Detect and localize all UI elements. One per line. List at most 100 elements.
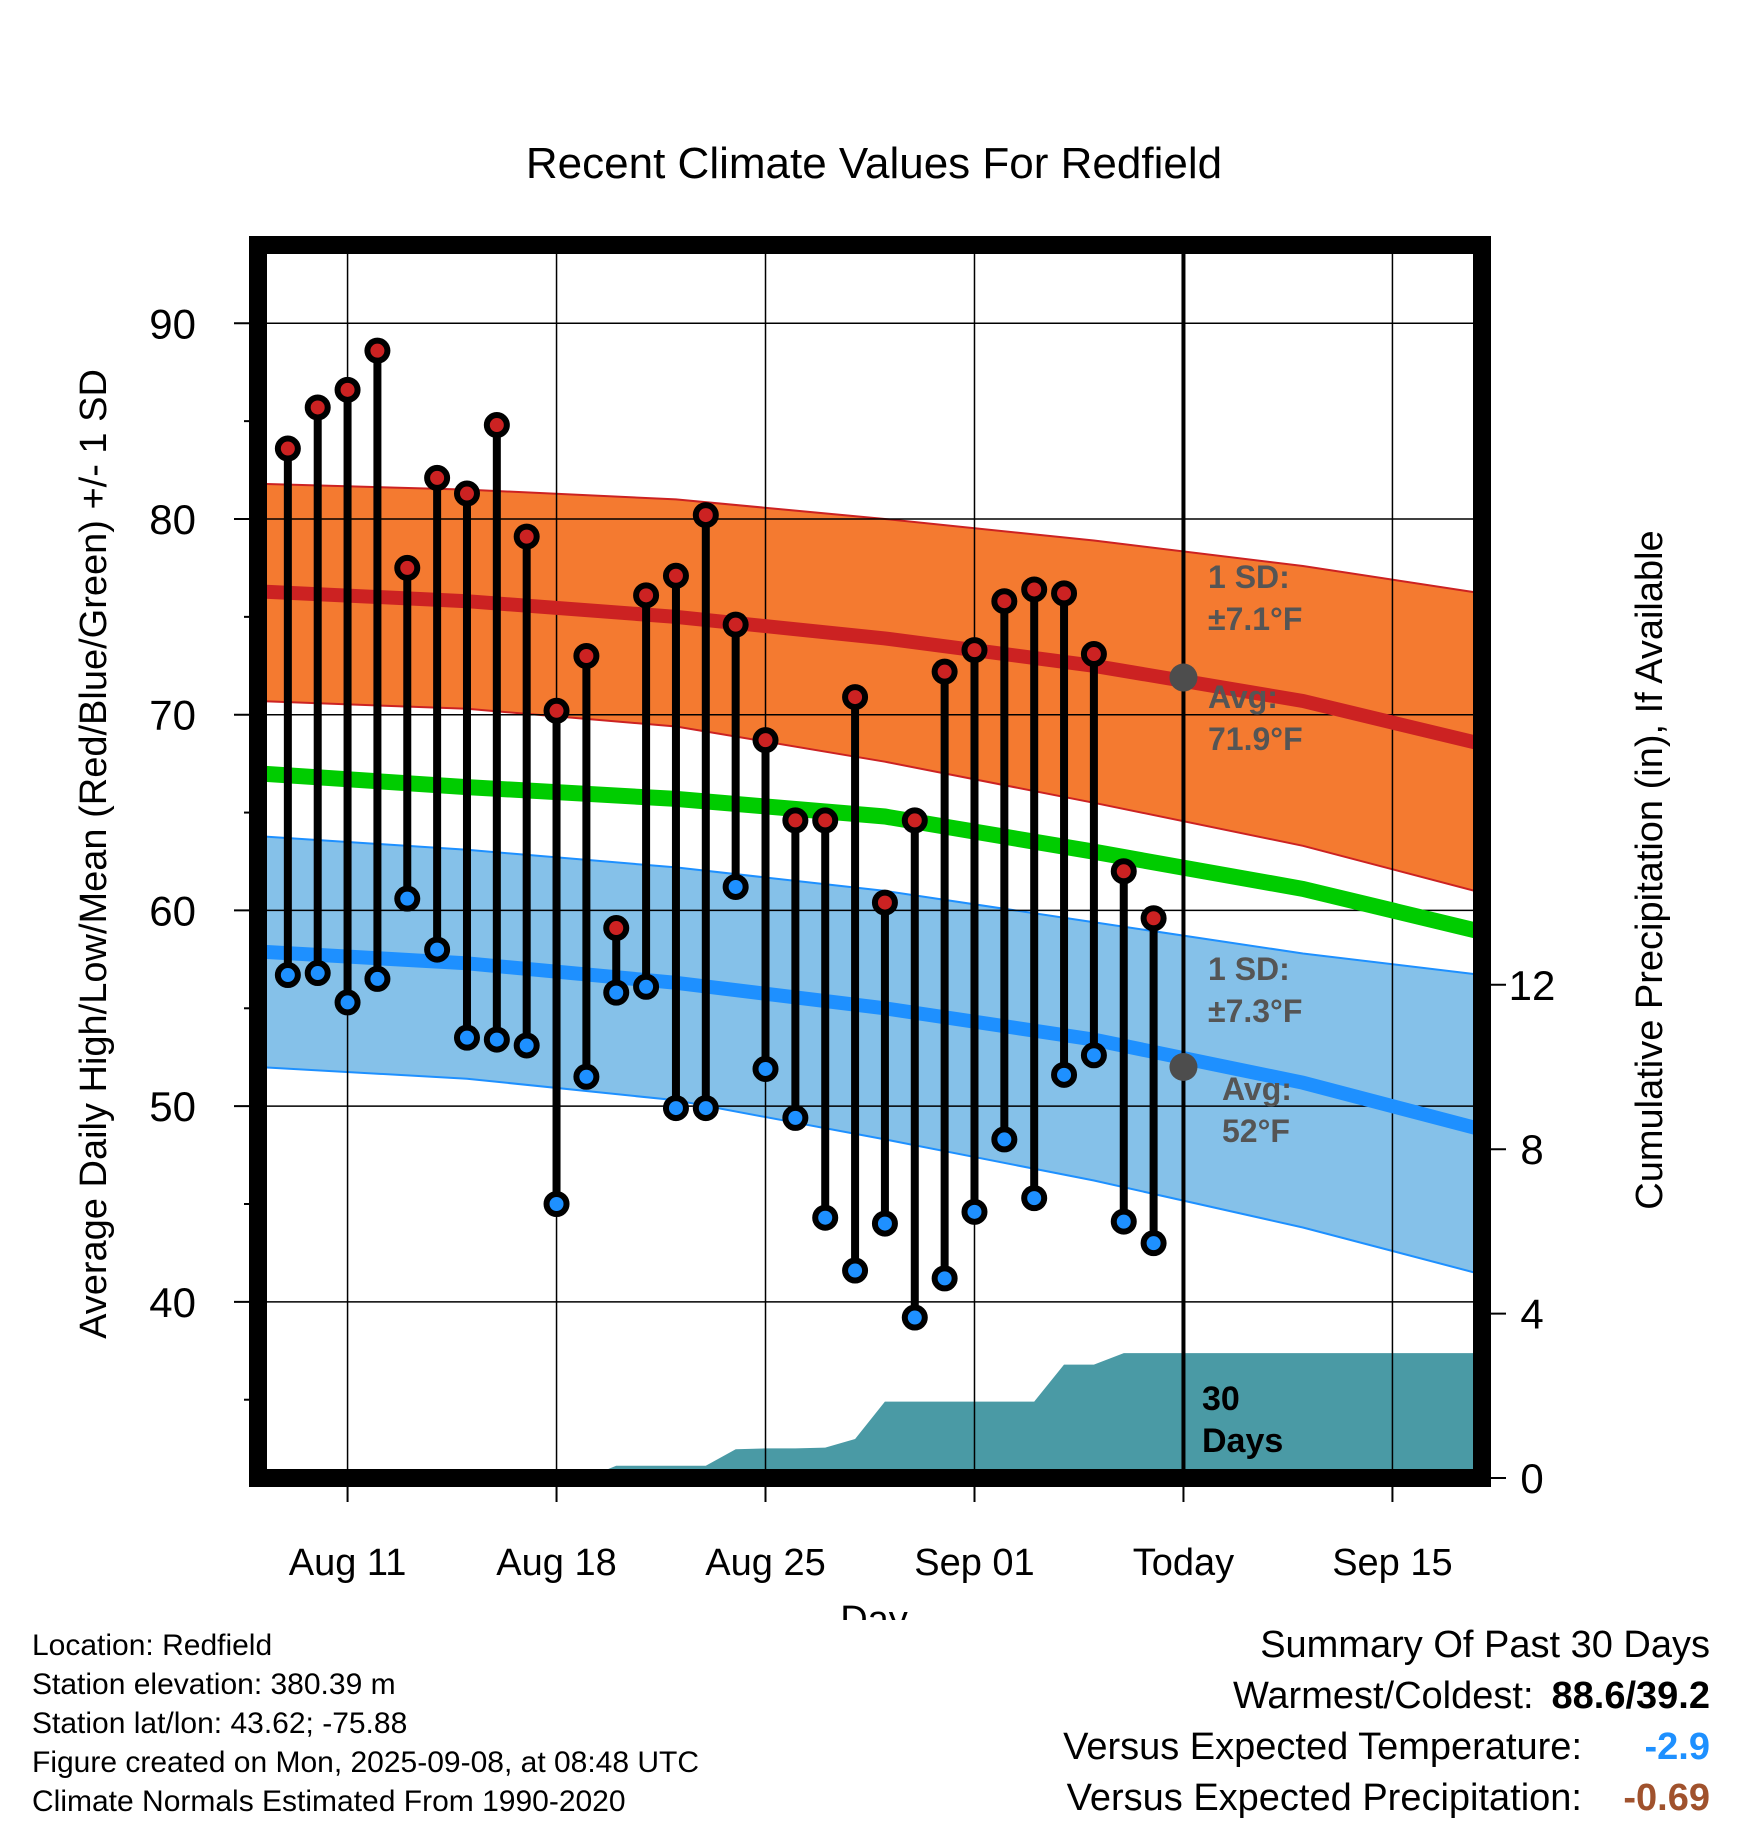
plot-frame — [249, 236, 1491, 1487]
daily-low-point — [782, 1104, 809, 1131]
warmest-value: 88.6/39.2 — [1551, 1675, 1710, 1717]
low-avg-label: Avg: — [1222, 1071, 1292, 1107]
daily-high-point — [1140, 905, 1167, 932]
daily-high-point — [812, 807, 839, 834]
daily-low-point — [573, 1063, 600, 1090]
y-tick-label: 50 — [149, 1083, 196, 1130]
low-sd-value: ±7.3°F — [1208, 993, 1302, 1029]
x-tick-label: Sep 15 — [1332, 1542, 1452, 1584]
chart-title: Recent Climate Values For Redfield — [526, 139, 1222, 188]
x-tick-label: Aug 25 — [705, 1542, 825, 1584]
normals-text: Climate Normals Estimated From 1990-2020 — [32, 1785, 626, 1818]
y2-tick-label: 8 — [1520, 1126, 1543, 1173]
daily-low-point — [633, 973, 660, 1000]
daily-high-point — [782, 807, 809, 834]
location-text: Location: Redfield — [32, 1629, 273, 1662]
daily-low-point — [1080, 1042, 1107, 1069]
daily-low-point — [931, 1265, 958, 1292]
high-avg-label: Avg: — [1208, 679, 1278, 715]
temp-value: -2.9 — [1644, 1726, 1710, 1768]
x-tick-label: Aug 18 — [496, 1542, 616, 1584]
y-tick-label: 80 — [149, 496, 196, 543]
daily-low-point — [1051, 1061, 1078, 1088]
summary-title: Summary Of Past 30 Days — [1260, 1624, 1710, 1666]
today-low-avg-dot — [1169, 1053, 1198, 1081]
daily-high-point — [483, 412, 510, 439]
y-tick-label: 70 — [149, 692, 196, 739]
daily-high-point — [1051, 580, 1078, 607]
latlon-text: Station lat/lon: 43.62; -75.88 — [32, 1707, 408, 1740]
daily-high-point — [871, 889, 898, 916]
precip-label: Versus Expected Precipitation: — [1066, 1777, 1582, 1819]
daily-low-point — [334, 989, 361, 1016]
daily-high-point — [543, 697, 570, 724]
summary-temp: Versus Expected Temperature: -2.9 — [1063, 1722, 1710, 1773]
daily-low-point — [394, 885, 421, 912]
daily-low-point — [1110, 1208, 1137, 1235]
daily-high-point — [901, 807, 928, 834]
daily-high-point — [991, 588, 1018, 615]
daily-high-point — [424, 464, 451, 491]
daily-low-point — [871, 1210, 898, 1237]
y-tick-label: 90 — [149, 300, 196, 347]
precip-area — [586, 1353, 1482, 1478]
daily-high-point — [364, 337, 391, 364]
high-sd-value: ±7.1°F — [1208, 601, 1302, 637]
daily-low-point — [1021, 1185, 1048, 1212]
daily-high-point — [513, 523, 540, 550]
daily-low-point — [1140, 1230, 1167, 1257]
station-info: Location: Redfield Station elevation: 38… — [32, 1626, 699, 1821]
daily-low-point — [513, 1032, 540, 1059]
today-high-avg-dot — [1169, 663, 1198, 692]
daily-low-point — [274, 962, 301, 989]
daily-high-point — [304, 394, 331, 421]
annotations: 1 SD: ±7.1°F Avg: 71.9°F 1 SD: ±7.3°F Avg: 52°F… — [1202, 559, 1303, 1460]
plot-border — [249, 236, 1491, 1487]
high-sd-band — [258, 483, 1482, 893]
daily-high-point — [1110, 858, 1137, 885]
daily-high-point — [961, 637, 988, 664]
window-label-text: Days — [1202, 1422, 1283, 1460]
daily-observations — [274, 337, 1167, 1331]
daily-high-point — [573, 643, 600, 669]
daily-low-point — [692, 1095, 719, 1122]
daily-low-point — [812, 1204, 839, 1231]
created-text: Figure created on Mon, 2025-09-08, at 08… — [32, 1746, 700, 1779]
daily-low-point — [752, 1055, 779, 1082]
summary-panel: Summary Of Past 30 Days Warmest/Coldest:… — [1063, 1620, 1710, 1824]
x-tick-label: Aug 11 — [289, 1542, 407, 1584]
x-tick-label: Today — [1133, 1542, 1234, 1584]
low-sd-label: 1 SD: — [1208, 951, 1290, 987]
daily-low-point — [453, 1024, 480, 1051]
daily-low-point — [991, 1126, 1018, 1153]
daily-high-point — [842, 684, 869, 711]
elevation-text: Station elevation: 380.39 m — [32, 1668, 396, 1701]
daily-low-point — [961, 1198, 988, 1225]
daily-high-point — [1021, 576, 1048, 603]
x-tick-label: Sep 01 — [914, 1542, 1034, 1584]
daily-high-point — [274, 435, 301, 462]
y2-tick-label: 0 — [1520, 1455, 1543, 1502]
x-axis-label: Day — [840, 1599, 908, 1620]
precip-value: -0.69 — [1623, 1777, 1710, 1819]
daily-high-point — [752, 727, 779, 754]
climate-chart: Recent Climate Values For Redfield 1 SD:… — [73, 139, 1671, 1620]
daily-low-point — [543, 1191, 570, 1217]
daily-low-point — [424, 936, 451, 963]
y-tick-label: 60 — [149, 887, 196, 934]
precipitation-area — [586, 1353, 1482, 1478]
daily-low-point — [901, 1304, 928, 1331]
daily-high-point — [453, 480, 480, 507]
daily-low-point — [842, 1257, 869, 1284]
high-sd-label: 1 SD: — [1208, 559, 1290, 595]
high-avg-value: 71.9°F — [1208, 721, 1303, 757]
daily-low-point — [662, 1095, 689, 1122]
daily-high-point — [633, 582, 660, 609]
warmest-label: Warmest/Coldest: — [1232, 1675, 1534, 1717]
y2-tick-label: 12 — [1509, 962, 1556, 1009]
daily-high-point — [334, 376, 361, 403]
today-marker — [1169, 245, 1198, 1478]
y-axis-label: Average Daily High/Low/Mean (Red/Blue/Gr… — [73, 369, 115, 1339]
axes: 40 50 60 70 80 90 0 4 8 12 Aug 11 Aug 18 Aug 25 Sep 0… — [149, 300, 1555, 1584]
summary-warmest: Warmest/Coldest: 88.6/39.2 — [1063, 1671, 1710, 1722]
